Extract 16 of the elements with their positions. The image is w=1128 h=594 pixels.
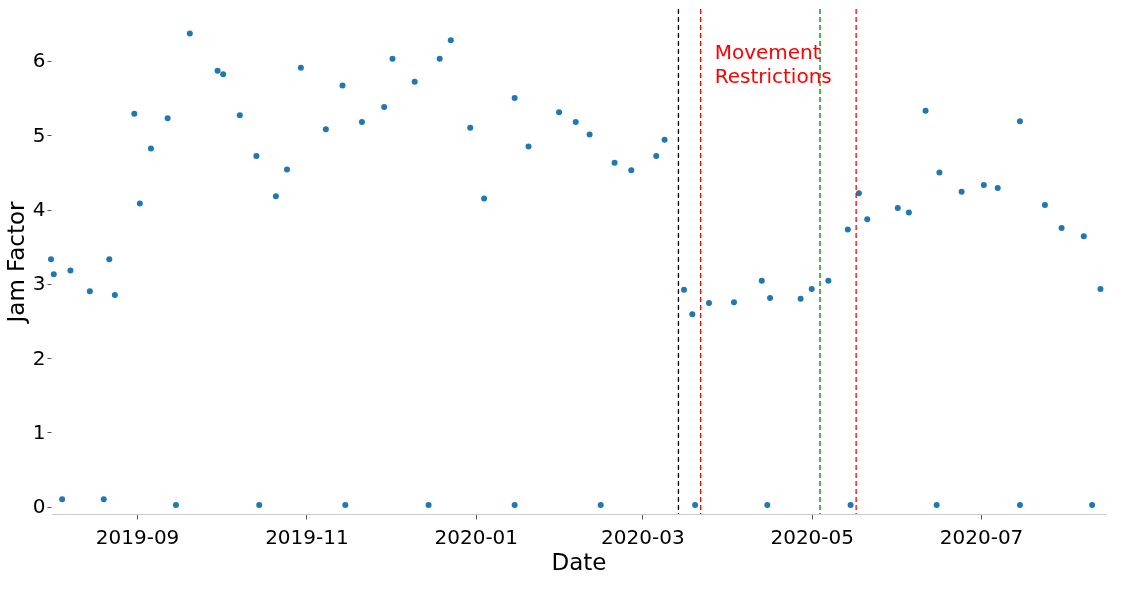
annotation: Movement Restrictions xyxy=(714,40,832,88)
y-tick-label: 2 xyxy=(32,345,46,370)
y-tick-label: 4 xyxy=(32,197,46,222)
y-tick-label: 3 xyxy=(32,271,46,296)
x-tick-label: 2020-07 xyxy=(939,524,1024,549)
x-tick-label: 2020-03 xyxy=(601,524,685,549)
y-tick-label: 6 xyxy=(32,48,46,73)
y-tick-label: 5 xyxy=(32,122,46,147)
x-axis-title: Date xyxy=(551,548,607,575)
y-tick-label: 1 xyxy=(32,419,46,444)
y-tick-label: 0 xyxy=(32,494,46,519)
x-tick-label: 2019-11 xyxy=(265,524,349,549)
x-tick-label: 2020-01 xyxy=(434,524,519,549)
x-tick-label: 2019-09 xyxy=(95,524,180,549)
y-axis-title: Jam Factor xyxy=(2,200,29,325)
x-tick-label: 2020-05 xyxy=(770,524,854,549)
